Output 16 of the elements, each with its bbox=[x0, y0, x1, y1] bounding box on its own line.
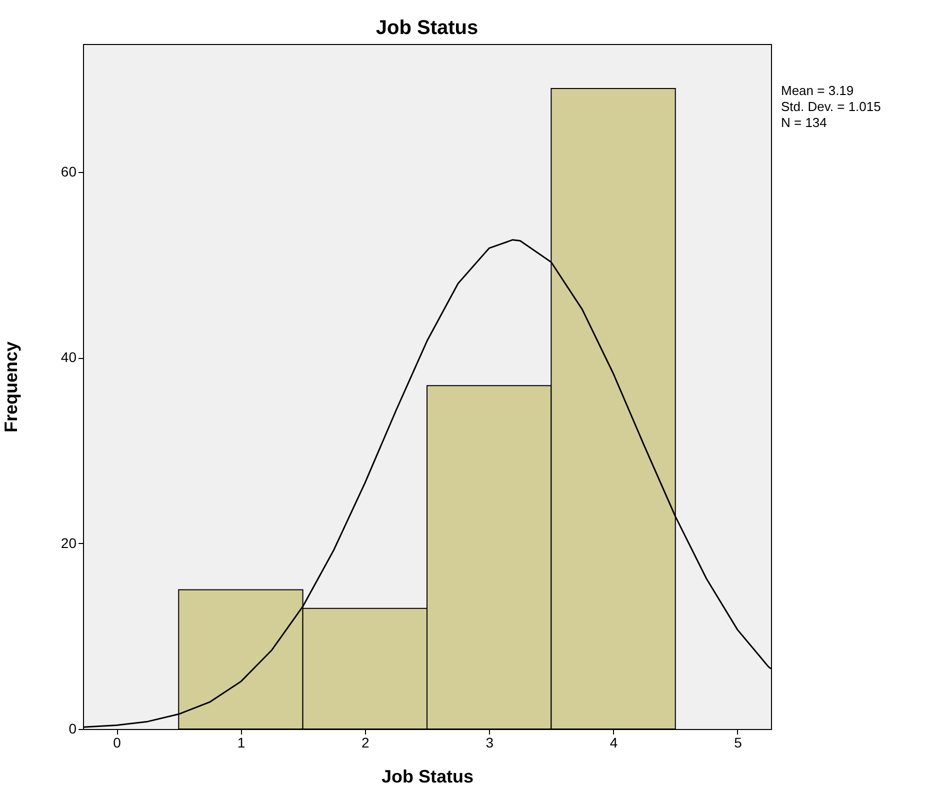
x-tick-label: 5 bbox=[734, 734, 742, 750]
text: Std. Dev. = 1.015 bbox=[781, 99, 881, 114]
text: N = 134 bbox=[781, 115, 827, 130]
x-tick-label: 1 bbox=[237, 734, 246, 750]
y-axis-title: Frequency bbox=[0, 341, 21, 433]
y-tick-label: 0 bbox=[68, 720, 77, 736]
chart-title: Job Status bbox=[376, 17, 478, 39]
y-tick-label: 40 bbox=[60, 349, 77, 366]
x-tick-label: 2 bbox=[362, 734, 370, 750]
x-tick-label: 0 bbox=[113, 734, 122, 750]
y-tick-label: 60 bbox=[60, 164, 77, 180]
text: Mean = 3.19 bbox=[781, 83, 854, 98]
x-tick-label: 4 bbox=[610, 734, 618, 750]
y-tick-label: 20 bbox=[60, 534, 77, 551]
x-axis-title: Job Status bbox=[381, 766, 474, 786]
x-tick-label: 3 bbox=[486, 734, 494, 750]
